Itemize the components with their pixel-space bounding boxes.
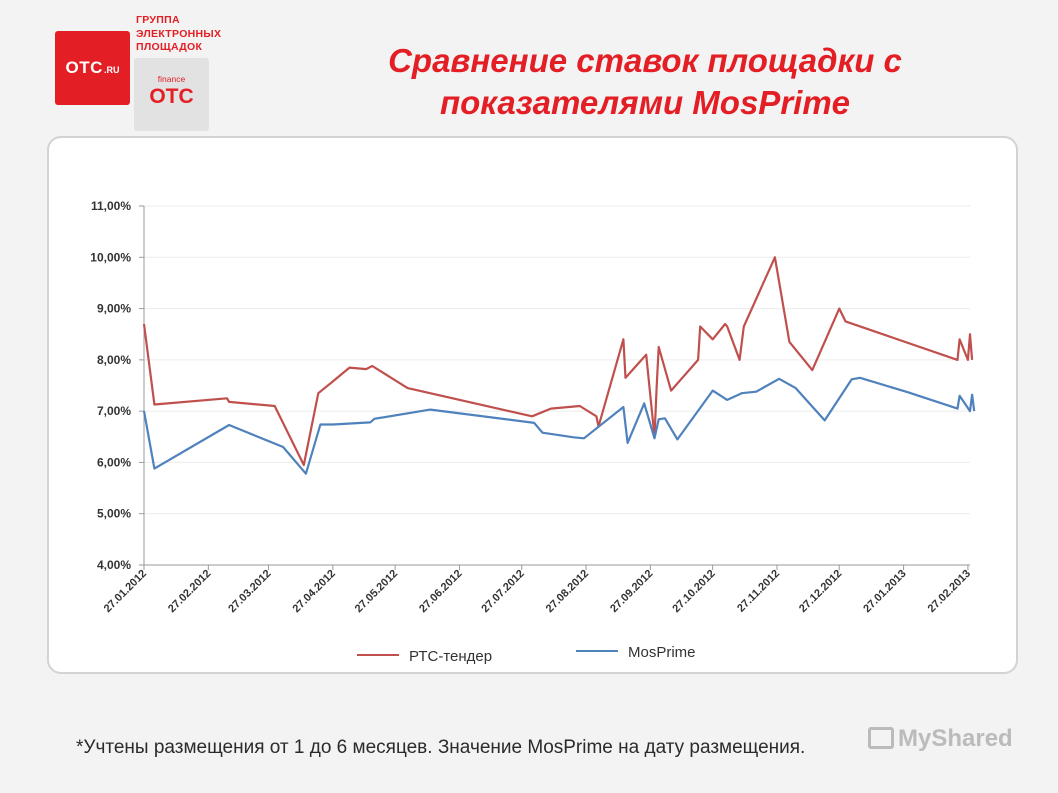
- watermark-icon: [868, 727, 894, 749]
- finance-small-text: finance: [157, 74, 186, 84]
- x-tick-label: 27.08.2012: [544, 568, 591, 615]
- x-tick-label: 27.12.2012: [797, 568, 844, 615]
- x-tick-label: 27.02.2013: [926, 568, 973, 615]
- x-tick-label: 27.09.2012: [608, 568, 655, 615]
- y-tick-label: 4,00%: [97, 558, 131, 572]
- x-tick-label: 27.10.2012: [670, 568, 717, 615]
- x-tick-label: 27.07.2012: [479, 568, 526, 615]
- y-tick-label: 5,00%: [97, 507, 131, 521]
- otc-ru-logo: OTC .RU: [55, 31, 130, 105]
- legend-label: MosPrime: [628, 644, 696, 661]
- chart-panel: 4,00% 5,00% 6,00% 7,00% 8,00% 9,00% 10,00% 11,0…: [47, 136, 1018, 674]
- logo-main-text: OTC: [65, 58, 103, 77]
- legend-label: РТС-тендер: [409, 648, 492, 665]
- line-chart: 4,00% 5,00% 6,00% 7,00% 8,00% 9,00% 10,00% 11,0…: [90, 199, 976, 665]
- watermark-text: MyShared: [898, 725, 1013, 752]
- series-line-mosprime: [142, 376, 976, 475]
- group-title: ГРУППА ЭЛЕКТРОННЫХ ПЛОЩАДОК: [136, 14, 222, 53]
- footnote: *Учтены размещения от 1 до 6 месяцев. Зн…: [76, 737, 806, 758]
- x-tick-label: 27.03.2012: [226, 568, 273, 615]
- x-tick-label: 27.06.2012: [417, 568, 464, 615]
- x-tick-label: 27.02.2012: [166, 568, 213, 615]
- logo-suffix-text: .RU: [103, 64, 120, 75]
- y-tick-label: 6,00%: [97, 455, 131, 469]
- series-line-rts-tender: [142, 256, 974, 467]
- y-tick-label: 10,00%: [90, 250, 131, 264]
- y-tick-label: 9,00%: [97, 302, 131, 316]
- x-tick-label: 27.11.2012: [735, 568, 782, 615]
- y-tick-label: 8,00%: [97, 353, 131, 367]
- x-tick-label: 27.01.2013: [861, 568, 908, 615]
- y-tick-label: 11,00%: [91, 199, 131, 213]
- finance-big-text: OTC: [149, 85, 194, 108]
- page-title: Сравнение ставок площадки с показателями…: [388, 42, 902, 121]
- x-tick-label: 27.01.2012: [102, 568, 149, 615]
- finance-otc-logo: finance OTC: [134, 58, 209, 131]
- watermark: MyShared: [868, 725, 1013, 753]
- y-tick-label: 7,00%: [97, 404, 131, 418]
- x-tick-label: 27.05.2012: [353, 568, 400, 615]
- x-tick-label: 27.04.2012: [291, 568, 338, 615]
